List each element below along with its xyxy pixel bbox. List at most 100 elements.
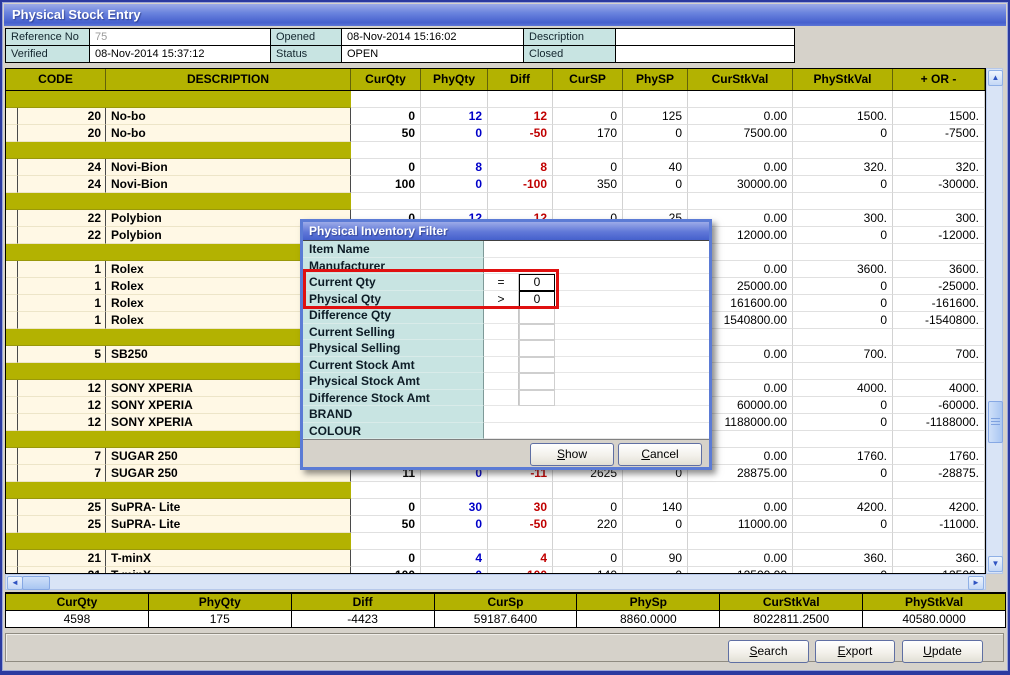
scroll-left-icon[interactable]: ◄	[7, 576, 23, 590]
row-selector[interactable]	[6, 567, 18, 573]
row-selector[interactable]	[6, 346, 18, 363]
scroll-up-icon[interactable]: ▲	[988, 70, 1003, 86]
table-row[interactable]: 21T-minX1000-100140012500.000-12500.	[6, 567, 985, 573]
row-selector[interactable]	[6, 499, 18, 516]
filter-input-colour[interactable]	[484, 422, 709, 439]
horizontal-scrollbar[interactable]: ◄ ►	[5, 574, 986, 590]
row-selector[interactable]	[6, 516, 18, 533]
grid-cell: -11000.	[893, 516, 985, 533]
row-selector[interactable]	[6, 159, 18, 176]
column-header-description[interactable]: DESCRIPTION	[106, 69, 351, 90]
grid-cell: 0	[793, 312, 893, 329]
grid-cell: -100	[488, 567, 553, 573]
table-row[interactable]: 24 Novi-Bion 100 0 -100 350 0 30000.00 0 -30000.	[6, 176, 985, 193]
row-selector[interactable]	[6, 261, 18, 278]
grid-cell-code: 25	[18, 516, 106, 533]
row-selector[interactable]	[6, 312, 18, 329]
table-row[interactable]: 21 T-minX 0 4 4 0 90 0.00 360. 360.	[6, 550, 985, 567]
grid-cell	[623, 482, 688, 499]
column-header-diff[interactable]: Diff	[488, 69, 553, 90]
filter-operator-current-selling[interactable]	[484, 323, 519, 340]
field-value-closed	[616, 46, 794, 62]
grid-cell: 320.	[893, 159, 985, 176]
filter-operator-physical-stock-amt[interactable]	[484, 373, 519, 390]
grid-cell: 12500.00	[688, 567, 793, 573]
filter-input-brand[interactable]	[484, 406, 709, 423]
grid-cell	[421, 533, 488, 550]
column-header--or-[interactable]: + OR -	[893, 69, 985, 90]
row-selector[interactable]	[6, 210, 18, 227]
row-selector[interactable]	[6, 414, 18, 431]
column-header-curqty[interactable]: CurQty	[351, 69, 421, 90]
filter-value-physical-stock-amt[interactable]	[519, 373, 555, 390]
filter-operator-physical-selling[interactable]	[484, 340, 519, 357]
update-button[interactable]: Update	[902, 640, 983, 663]
grid-cell: 0	[351, 499, 421, 516]
filter-operator-difference-stock-amt[interactable]	[484, 389, 519, 406]
filter-input-manufacturer[interactable]	[484, 257, 709, 274]
filter-value-physical-selling[interactable]	[519, 340, 555, 357]
row-selector[interactable]	[6, 550, 18, 567]
vertical-scroll-thumb[interactable]	[988, 401, 1003, 443]
column-header-physp[interactable]: PhySP	[623, 69, 688, 90]
row-selector[interactable]	[6, 108, 18, 125]
grid-cell: 3600.	[893, 261, 985, 278]
grid-cell: 12	[488, 108, 553, 125]
table-row[interactable]: 25 SuPRA- Lite 0 30 30 0 140 0.00 4200. 4200.	[6, 499, 985, 516]
search-button[interactable]: Search	[728, 640, 809, 663]
row-selector[interactable]	[6, 278, 18, 295]
row-selector[interactable]	[6, 397, 18, 414]
filter-value-current-selling[interactable]	[519, 323, 555, 340]
row-selector[interactable]	[6, 380, 18, 397]
grid-cell	[688, 533, 793, 550]
filter-input-item-name[interactable]	[484, 241, 709, 258]
row-selector[interactable]	[6, 125, 18, 142]
cancel-button[interactable]: Cancel	[618, 443, 702, 466]
grid-cell: -28875.	[893, 465, 985, 482]
filter-operator-difference-qty[interactable]	[484, 307, 519, 324]
filter-operator-current-stock-amt[interactable]	[484, 356, 519, 373]
scroll-right-icon[interactable]: ►	[968, 576, 984, 590]
horizontal-scroll-thumb[interactable]	[22, 576, 50, 590]
filter-value-difference-qty[interactable]	[519, 307, 555, 324]
row-selector[interactable]	[6, 227, 18, 244]
grid-cell-code: 25	[18, 499, 106, 516]
table-row[interactable]: 20 No-bo 50 0 -50 170 0 7500.00 0 -7500.	[6, 125, 985, 142]
column-header-cursp[interactable]: CurSP	[553, 69, 623, 90]
export-button[interactable]: Export	[815, 640, 895, 663]
table-row[interactable]: 24 Novi-Bion 0 8 8 0 40 0.00 320. 320.	[6, 159, 985, 176]
grid-cell-code: 1	[18, 312, 106, 329]
row-selector[interactable]	[6, 465, 18, 482]
row-selector[interactable]	[6, 295, 18, 312]
table-row[interactable]: 7 SUGAR 250 0.00 1760. 1760.	[6, 448, 985, 465]
row-selector[interactable]	[6, 448, 18, 465]
group-separator-band	[6, 482, 351, 499]
table-row[interactable]: 25 SuPRA- Lite 50 0 -50 220 0 11000.00 0 -11000.	[6, 516, 985, 533]
grid-cell: 0	[421, 516, 488, 533]
scroll-down-icon[interactable]: ▼	[988, 556, 1003, 572]
summary-table: CurQty PhyQty Diff CurSp PhySp CurStkVal PhySt…	[5, 592, 1006, 628]
column-header-phyqty[interactable]: PhyQty	[421, 69, 488, 90]
group-separator-band	[6, 431, 351, 448]
filter-operator-current-qty[interactable]: =	[484, 274, 519, 291]
field-label-verified: Verified	[6, 46, 89, 62]
filter-operator-physical-qty[interactable]: >	[484, 290, 519, 307]
filter-value-physical-qty[interactable]: 0	[519, 290, 555, 307]
column-header-phystkval[interactable]: PhyStkVal	[793, 69, 893, 90]
column-header-code[interactable]: CODE	[6, 69, 106, 90]
grid-cell: 40	[623, 159, 688, 176]
table-row[interactable]: 22 Polybion 0 12 12 0 25 0.00 300. 300.	[6, 210, 985, 227]
filter-value-difference-stock-amt[interactable]	[519, 389, 555, 406]
column-header-curstkval[interactable]: CurStkVal	[688, 69, 793, 90]
grid-cell	[893, 329, 985, 346]
filter-value-current-stock-amt[interactable]	[519, 356, 555, 373]
table-row[interactable]: 20 No-bo 0 12 12 0 125 0.00 1500. 1500.	[6, 108, 985, 125]
filter-value-current-qty[interactable]: 0	[519, 274, 555, 291]
grid-cell-code: 7	[18, 465, 106, 482]
show-button[interactable]: Show	[530, 443, 614, 466]
vertical-scrollbar[interactable]: ▲ ▼	[986, 68, 1003, 574]
filter-label-difference-stock-amt: Difference Stock Amt	[303, 389, 484, 406]
row-selector[interactable]	[6, 176, 18, 193]
field-value-status: OPEN	[342, 46, 523, 62]
grid-cell-code: 5	[18, 346, 106, 363]
